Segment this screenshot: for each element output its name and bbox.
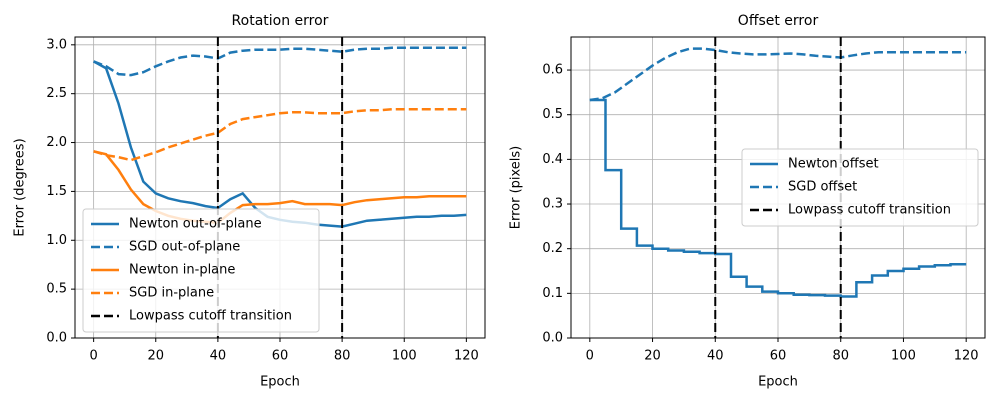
y-tick-label: 0.4	[542, 152, 563, 167]
x-tick-label: 0	[586, 349, 594, 364]
x-tick-label: 100	[392, 349, 417, 364]
chart-title: Rotation error	[232, 13, 329, 29]
y-tick-label: 0.5	[46, 282, 67, 297]
x-axis-label: Epoch	[260, 375, 300, 390]
chart-title: Offset error	[738, 13, 819, 29]
x-tick-label: 0	[89, 349, 97, 364]
x-tick-label: 20	[147, 349, 164, 364]
y-tick-label: 1.5	[46, 184, 67, 199]
y-tick-label: 0.0	[542, 331, 563, 346]
y-tick-label: 0.2	[542, 241, 563, 256]
y-tick-label: 1.0	[46, 233, 67, 248]
y-axis-label: Error (pixels)	[509, 146, 524, 230]
y-tick-label: 2.5	[46, 86, 67, 101]
legend-label: SGD offset	[788, 180, 857, 195]
legend-label: Newton in-plane	[129, 263, 235, 278]
legend-label: Newton offset	[788, 157, 879, 172]
y-tick-label: 0.1	[542, 286, 563, 301]
x-tick-label: 60	[770, 349, 787, 364]
x-tick-label: 40	[707, 349, 724, 364]
legend-label: Newton out-of-plane	[129, 217, 262, 232]
legend-label: Lowpass cutoff transition	[129, 309, 292, 324]
plot-frame	[74, 36, 486, 339]
x-tick-label: 120	[954, 349, 979, 364]
legend-label: SGD in-plane	[129, 286, 214, 301]
x-axis-label: Epoch	[758, 375, 798, 390]
y-axis-label: Error (degrees)	[13, 138, 28, 236]
y-tick-label: 0.5	[542, 107, 563, 122]
y-tick-label: 2.0	[46, 135, 67, 150]
legend-box	[82, 208, 320, 333]
data-line	[589, 47, 967, 102]
x-tick-label: 120	[454, 349, 479, 364]
x-tick-label: 80	[832, 349, 849, 364]
legend-label: Lowpass cutoff transition	[788, 203, 951, 218]
plot-frame	[570, 36, 986, 339]
x-tick-label: 80	[334, 349, 351, 364]
x-tick-label: 60	[272, 349, 289, 364]
data-line	[93, 108, 467, 162]
y-tick-label: 3.0	[46, 37, 67, 52]
y-tick-label: 0.0	[46, 331, 67, 346]
legend-label: SGD out-of-plane	[129, 240, 240, 255]
legend-box	[741, 148, 979, 227]
y-tick-label: 0.3	[542, 197, 563, 212]
data-line	[589, 98, 967, 298]
x-tick-label: 40	[210, 349, 227, 364]
y-tick-label: 0.6	[542, 63, 563, 78]
x-tick-label: 100	[891, 349, 916, 364]
x-tick-label: 20	[644, 349, 661, 364]
data-line	[93, 46, 467, 77]
